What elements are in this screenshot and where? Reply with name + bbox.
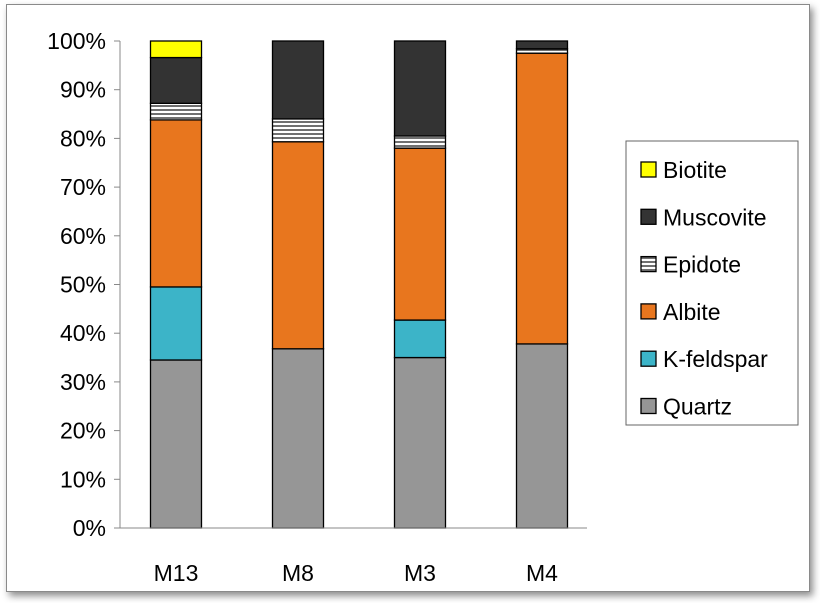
legend: Biotite Muscovite Epidote Albite K-feldspar Q… xyxy=(625,140,799,426)
bar-segment-albite-m13 xyxy=(149,119,203,288)
legend-label: Albite xyxy=(663,299,721,325)
bar-segment-muscovite-m13 xyxy=(149,56,203,104)
stacked-bar-chart: 0%10%20%30%40%50%60%70%80%90%100% M13 M8 M… xyxy=(47,28,799,586)
legend-swatch-muscovite xyxy=(640,208,657,225)
bar-segment-quartz-m4 xyxy=(515,343,569,529)
legend-label: Muscovite xyxy=(663,204,767,230)
x-tick-label: M3 xyxy=(404,560,436,586)
bar-segment-muscovite-m4 xyxy=(515,40,569,50)
x-tick-label: M13 xyxy=(154,560,199,586)
x-tick-label: M4 xyxy=(526,560,558,586)
chart-frame: 0% 10% 20% 30% 40% 50% 60% 70% 80% 90% 100% M13 M8 M… xyxy=(6,4,810,592)
y-tick-label: 80% xyxy=(60,125,106,151)
bar-segment-albite-m4 xyxy=(515,52,569,345)
bar-segment-k-feldspar-m13 xyxy=(149,286,203,361)
y-tick-label: 50% xyxy=(60,272,106,298)
y-axis: 0% 10% 20% 30% 40% 50% 60% 70% 80% 90% 100% xyxy=(47,28,121,541)
legend-label: Quartz xyxy=(663,394,732,420)
y-tick-label: 30% xyxy=(60,369,106,395)
legend-swatch-k-feldspar xyxy=(640,350,657,367)
legend-swatch-albite xyxy=(640,303,657,320)
bar-segment-epidote-m8 xyxy=(271,118,325,143)
bar-segment-epidote-m3 xyxy=(393,135,447,149)
legend-swatch-quartz xyxy=(640,397,657,415)
bar-segment-k-feldspar-m3 xyxy=(393,319,447,359)
x-axis: M13 M8 M3 M4 xyxy=(120,527,587,586)
y-tick-label: 20% xyxy=(60,418,106,444)
y-tick-label: 100% xyxy=(47,28,106,54)
legend-label: K-feldspar xyxy=(663,346,768,372)
bar-segment-quartz-m3 xyxy=(393,356,447,529)
bar-segment-muscovite-m3 xyxy=(393,40,447,137)
y-tick-label: 40% xyxy=(60,320,106,346)
bar-segment-albite-m8 xyxy=(271,141,325,350)
bar-segment-epidote-m13 xyxy=(149,102,203,121)
bar-segment-biotite-m13 xyxy=(149,40,203,59)
y-tick-label: 60% xyxy=(60,223,106,249)
y-tick-label: 10% xyxy=(60,466,106,492)
bar-segment-quartz-m13 xyxy=(149,359,203,529)
legend-swatch-biotite xyxy=(640,161,657,178)
bars-group xyxy=(149,40,569,529)
legend-box xyxy=(625,140,799,426)
y-tick-label: 90% xyxy=(60,77,106,103)
bar-segment-albite-m3 xyxy=(393,147,447,321)
x-tick-label: M8 xyxy=(282,560,314,586)
legend-label: Biotite xyxy=(663,157,727,183)
y-tick-label: 70% xyxy=(60,174,106,200)
legend-swatch-epidote xyxy=(640,255,657,273)
bar-segment-epidote-m4 xyxy=(515,48,569,54)
y-tick-label: 0% xyxy=(73,515,106,541)
legend-label: Epidote xyxy=(663,252,741,278)
bar-segment-quartz-m8 xyxy=(271,348,325,529)
bar-segment-muscovite-m8 xyxy=(271,40,325,120)
